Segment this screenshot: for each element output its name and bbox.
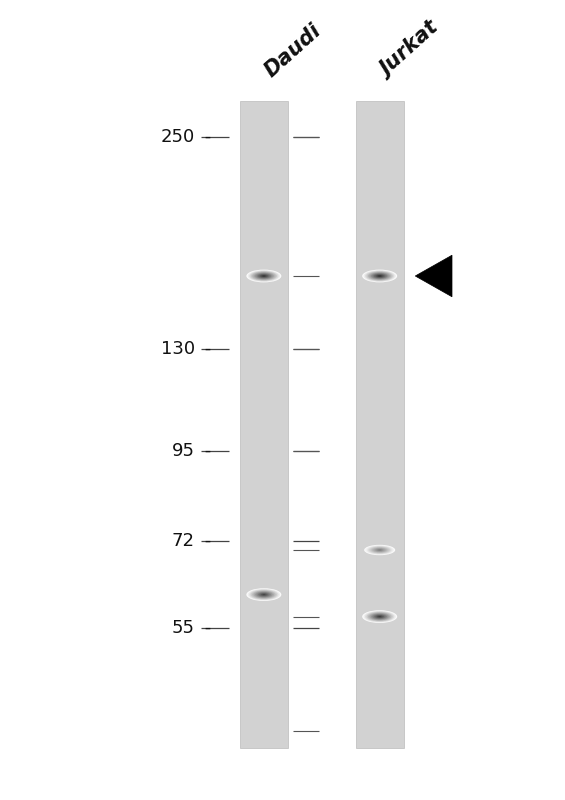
Text: 72: 72: [172, 532, 195, 550]
Ellipse shape: [248, 589, 280, 601]
Ellipse shape: [372, 614, 387, 619]
Ellipse shape: [365, 611, 394, 622]
Ellipse shape: [366, 546, 394, 554]
Ellipse shape: [377, 275, 383, 277]
Ellipse shape: [259, 593, 268, 596]
Text: Jurkat: Jurkat: [377, 18, 443, 81]
Text: -: -: [199, 128, 211, 146]
Ellipse shape: [252, 590, 276, 599]
Ellipse shape: [372, 547, 388, 553]
Text: 55: 55: [172, 619, 195, 637]
Text: -: -: [199, 442, 211, 460]
Ellipse shape: [375, 615, 384, 618]
Ellipse shape: [246, 270, 281, 282]
Ellipse shape: [364, 545, 396, 555]
Ellipse shape: [258, 274, 270, 278]
Bar: [240, 101, 288, 748]
Ellipse shape: [371, 273, 389, 279]
Ellipse shape: [362, 270, 397, 282]
Ellipse shape: [364, 270, 396, 282]
Ellipse shape: [375, 548, 385, 552]
Ellipse shape: [254, 272, 274, 280]
Ellipse shape: [258, 593, 270, 597]
Ellipse shape: [257, 274, 271, 278]
Ellipse shape: [367, 271, 393, 281]
Polygon shape: [415, 255, 452, 297]
Ellipse shape: [252, 272, 276, 280]
Text: Daudi: Daudi: [261, 20, 325, 81]
Text: 250: 250: [160, 128, 195, 146]
Ellipse shape: [368, 546, 392, 554]
Ellipse shape: [378, 616, 381, 617]
Ellipse shape: [249, 270, 279, 282]
Ellipse shape: [370, 546, 390, 554]
Ellipse shape: [372, 274, 387, 278]
Bar: [356, 101, 403, 748]
Ellipse shape: [261, 275, 267, 277]
Text: -: -: [199, 619, 211, 637]
Ellipse shape: [255, 591, 273, 598]
Ellipse shape: [248, 270, 280, 282]
Ellipse shape: [370, 272, 390, 280]
Ellipse shape: [365, 270, 394, 282]
Ellipse shape: [251, 590, 277, 599]
Ellipse shape: [376, 549, 384, 551]
Ellipse shape: [375, 274, 384, 278]
Ellipse shape: [262, 594, 266, 595]
Ellipse shape: [249, 590, 279, 600]
Ellipse shape: [255, 273, 273, 279]
Ellipse shape: [364, 610, 396, 622]
Ellipse shape: [262, 275, 266, 277]
Ellipse shape: [261, 594, 267, 596]
Ellipse shape: [246, 588, 281, 601]
Ellipse shape: [368, 612, 392, 621]
Ellipse shape: [251, 271, 277, 281]
Ellipse shape: [371, 547, 389, 553]
Ellipse shape: [368, 272, 392, 280]
Text: 95: 95: [172, 442, 195, 460]
Ellipse shape: [259, 274, 268, 278]
Text: -: -: [199, 340, 211, 358]
Ellipse shape: [257, 592, 271, 598]
Ellipse shape: [362, 610, 397, 623]
Ellipse shape: [367, 612, 393, 622]
Ellipse shape: [367, 546, 393, 554]
Text: 130: 130: [161, 340, 195, 358]
Ellipse shape: [373, 548, 386, 552]
Ellipse shape: [370, 613, 390, 620]
Ellipse shape: [374, 274, 385, 278]
Ellipse shape: [378, 275, 381, 277]
Text: -: -: [199, 532, 211, 550]
Ellipse shape: [377, 549, 383, 551]
Ellipse shape: [371, 614, 389, 620]
Ellipse shape: [254, 591, 274, 598]
Ellipse shape: [377, 615, 383, 618]
Ellipse shape: [374, 614, 385, 618]
